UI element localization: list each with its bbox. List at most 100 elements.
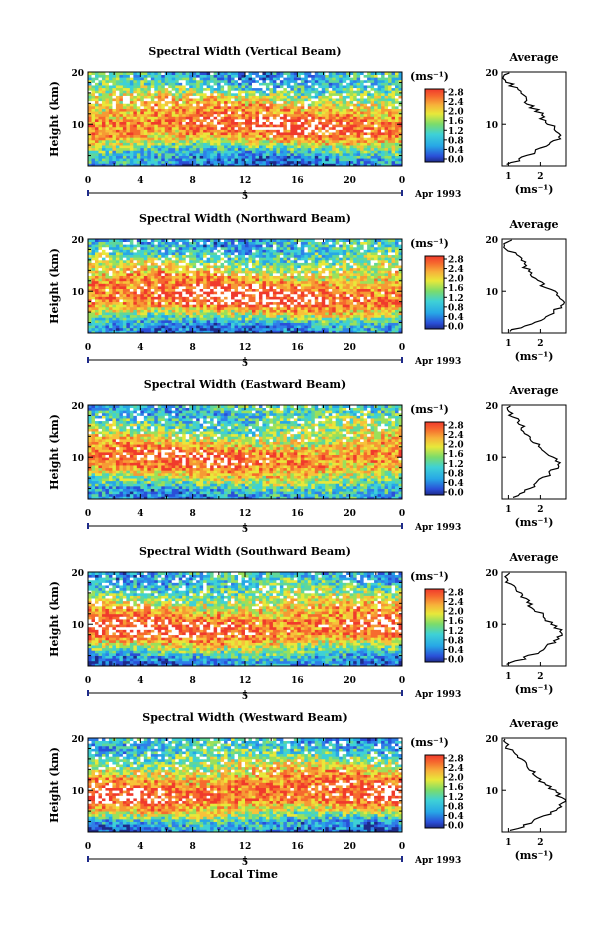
heatmap-cell <box>388 132 392 135</box>
heatmap-cell <box>175 124 179 127</box>
heatmap-cell <box>353 304 357 307</box>
heatmap-cell <box>116 310 120 313</box>
heatmap-cell <box>189 291 193 294</box>
heatmap-cell <box>161 116 165 119</box>
heatmap-cell <box>207 294 211 297</box>
heatmap-cell <box>245 328 249 331</box>
heatmap-cell <box>325 116 329 119</box>
heatmap-cell <box>388 317 392 320</box>
heatmap-cell <box>91 296 95 299</box>
heatmap-cell <box>304 132 308 135</box>
heatmap-cell <box>133 153 137 156</box>
heatmap-cell <box>168 143 172 146</box>
heatmap-cell <box>357 88 361 91</box>
heatmap-cell <box>196 114 200 117</box>
heatmap-cell <box>329 320 333 323</box>
heatmap-cell <box>95 289 99 292</box>
heatmap-cell <box>336 325 340 328</box>
heatmap-cell <box>221 323 225 326</box>
heatmap-cell <box>175 85 179 88</box>
heatmap-cell <box>381 312 385 315</box>
heatmap-cell <box>175 127 179 130</box>
heatmap-cell <box>343 90 347 93</box>
heatmap-cell <box>287 127 291 130</box>
heatmap-cell <box>322 315 326 318</box>
heatmap-cell <box>193 88 197 91</box>
heatmap-cell <box>325 132 329 135</box>
heatmap-cell <box>318 323 322 326</box>
heatmap-cell <box>172 158 176 161</box>
heatmap-cell <box>112 98 116 101</box>
heatmap-cell <box>262 122 266 125</box>
heatmap-cell <box>238 307 242 310</box>
heatmap-cell <box>224 286 228 289</box>
heatmap-cell <box>287 158 291 161</box>
heatmap-cell <box>168 106 172 109</box>
heatmap-cell <box>266 299 270 302</box>
heatmap-cell <box>357 103 361 106</box>
heatmap-cell <box>255 135 259 138</box>
heatmap-cell <box>88 140 92 143</box>
heatmap-cell <box>217 111 221 114</box>
heatmap-cell <box>304 82 308 85</box>
heatmap-cell <box>228 90 232 93</box>
heatmap-cell <box>339 317 343 320</box>
heatmap-cell <box>175 88 179 91</box>
heatmap-cell <box>259 312 263 315</box>
heatmap-cell <box>374 127 378 130</box>
heatmap-cell <box>130 320 134 323</box>
heatmap-cell <box>189 82 193 85</box>
heatmap-cell <box>339 158 343 161</box>
heatmap-cell <box>245 137 249 140</box>
heatmap-cell <box>172 140 176 143</box>
heatmap-cell <box>332 153 336 156</box>
heatmap-cell <box>140 286 144 289</box>
heatmap-cell <box>364 135 368 138</box>
heatmap-cell <box>123 294 127 297</box>
heatmap-cell <box>193 302 197 305</box>
heatmap-cell <box>346 302 350 305</box>
heatmap-cell <box>339 135 343 138</box>
heatmap-cell <box>95 135 99 138</box>
heatmap-cell <box>165 325 169 328</box>
heatmap-cell <box>252 106 256 109</box>
heatmap-cell <box>179 315 183 318</box>
heatmap-cell <box>308 294 312 297</box>
heatmap-cell <box>137 85 141 88</box>
heatmap-cell <box>151 88 155 91</box>
heatmap-cell <box>242 124 246 127</box>
heatmap-cell <box>130 77 134 80</box>
heatmap-cell <box>179 148 183 151</box>
heatmap-cell <box>371 140 375 143</box>
heatmap-cell <box>259 114 263 117</box>
heatmap-cell <box>231 135 235 138</box>
heatmap-cell <box>255 296 259 299</box>
heatmap-cell <box>238 135 242 138</box>
heatmap-cell <box>311 315 315 318</box>
heatmap-cell <box>144 93 148 96</box>
heatmap-cell <box>196 80 200 83</box>
heatmap-cell <box>395 286 399 289</box>
heatmap-cell <box>217 294 221 297</box>
heatmap-cell <box>364 296 368 299</box>
heatmap-cell <box>392 317 396 320</box>
heatmap-cell <box>392 304 396 307</box>
heatmap-cell <box>165 148 169 151</box>
heatmap-cell <box>119 116 123 119</box>
heatmap-cell <box>322 304 326 307</box>
heatmap-cell <box>301 312 305 315</box>
heatmap-cell <box>165 109 169 112</box>
heatmap-cell <box>102 111 106 114</box>
heatmap-cell <box>95 109 99 112</box>
heatmap-cell <box>280 116 284 119</box>
heatmap-cell <box>91 96 95 99</box>
heatmap-cell <box>235 140 239 143</box>
heatmap-cell <box>105 129 109 132</box>
heatmap-cell <box>280 294 284 297</box>
heatmap-cell <box>242 85 246 88</box>
heatmap-cell <box>130 302 134 305</box>
heatmap-cell <box>269 158 273 161</box>
heatmap-cell <box>262 148 266 151</box>
heatmap-cell <box>182 140 186 143</box>
heatmap-cell <box>221 88 225 91</box>
